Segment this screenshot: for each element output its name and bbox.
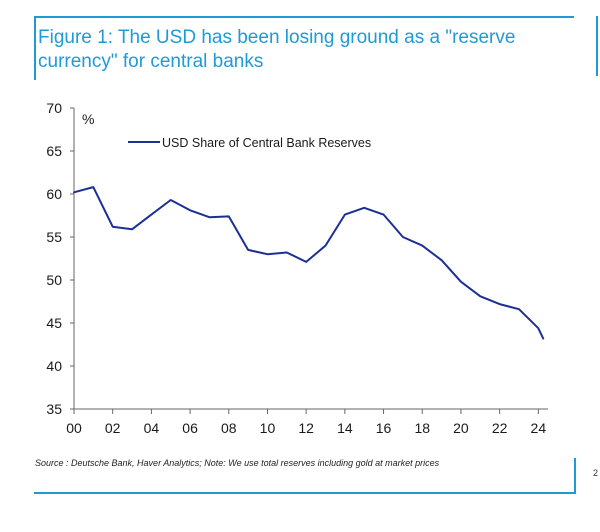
x-tick-label: 06 <box>182 420 198 436</box>
y-axis-unit-label: % <box>82 111 94 127</box>
x-tick-label: 00 <box>66 420 82 436</box>
y-tick-label: 50 <box>46 272 62 288</box>
x-tick-label: 12 <box>298 420 314 436</box>
right-accent-rule-top <box>596 16 598 76</box>
x-tick-label: 24 <box>531 420 547 436</box>
y-ticks: 35 40 45 50 55 60 65 70 <box>46 100 74 417</box>
y-tick-label: 40 <box>46 358 62 374</box>
legend-label: USD Share of Central Bank Reserves <box>162 136 371 150</box>
x-tick-label: 04 <box>144 420 160 436</box>
figure-title: Figure 1: The USD has been losing ground… <box>38 27 516 72</box>
x-tick-label: 20 <box>453 420 469 436</box>
series-line <box>73 186 545 340</box>
y-tick-label: 35 <box>46 401 62 417</box>
top-accent-rule <box>34 16 574 18</box>
y-tick-label: 55 <box>46 229 62 245</box>
x-tick-label: 02 <box>105 420 121 436</box>
x-tick-label: 08 <box>221 420 237 436</box>
y-tick-label: 45 <box>46 315 62 331</box>
source-note: Source : Deutsche Bank, Haver Analytics;… <box>35 458 440 468</box>
edge-mark: 2 <box>593 468 599 478</box>
left-accent-rule <box>34 16 36 80</box>
y-tick-label: 60 <box>46 186 62 202</box>
x-tick-label: 10 <box>260 420 276 436</box>
x-ticks: 00 02 04 06 08 10 12 14 16 18 20 22 24 <box>66 409 546 436</box>
series-group <box>73 186 545 340</box>
x-tick-label: 16 <box>376 420 392 436</box>
chart-axes <box>73 108 548 410</box>
legend: USD Share of Central Bank Reserves <box>128 136 371 150</box>
bottom-accent-rule <box>34 492 576 494</box>
y-tick-label: 70 <box>46 100 62 116</box>
x-tick-label: 22 <box>492 420 508 436</box>
x-tick-label: 14 <box>337 420 353 436</box>
right-accent-rule-bottom <box>574 458 576 494</box>
y-tick-label: 65 <box>46 143 62 159</box>
x-tick-label: 18 <box>414 420 430 436</box>
